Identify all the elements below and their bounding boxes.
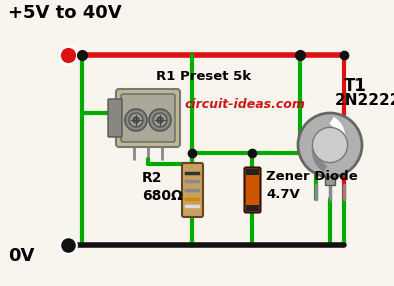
Text: +5V to 40V: +5V to 40V [8,4,122,22]
Circle shape [153,113,167,127]
Text: circuit-ideas.com: circuit-ideas.com [185,98,306,111]
Circle shape [149,109,171,131]
Text: T1: T1 [344,77,367,95]
Text: 2N2222: 2N2222 [335,93,394,108]
FancyBboxPatch shape [182,163,203,217]
FancyBboxPatch shape [121,94,175,142]
FancyBboxPatch shape [246,205,259,211]
Text: R2: R2 [142,171,162,185]
Circle shape [298,113,362,177]
FancyBboxPatch shape [108,99,122,137]
Text: 680Ω: 680Ω [142,189,183,203]
Text: 0V: 0V [8,247,34,265]
FancyBboxPatch shape [246,169,259,175]
Text: 4.7V: 4.7V [266,188,300,201]
Circle shape [312,127,348,163]
Text: Zener Diode: Zener Diode [266,170,358,183]
Circle shape [125,109,147,131]
FancyBboxPatch shape [245,168,260,212]
Circle shape [157,117,163,123]
Circle shape [133,117,139,123]
Polygon shape [325,177,335,185]
FancyBboxPatch shape [116,89,180,147]
Text: R1 Preset 5k: R1 Preset 5k [156,70,251,83]
Circle shape [129,113,143,127]
